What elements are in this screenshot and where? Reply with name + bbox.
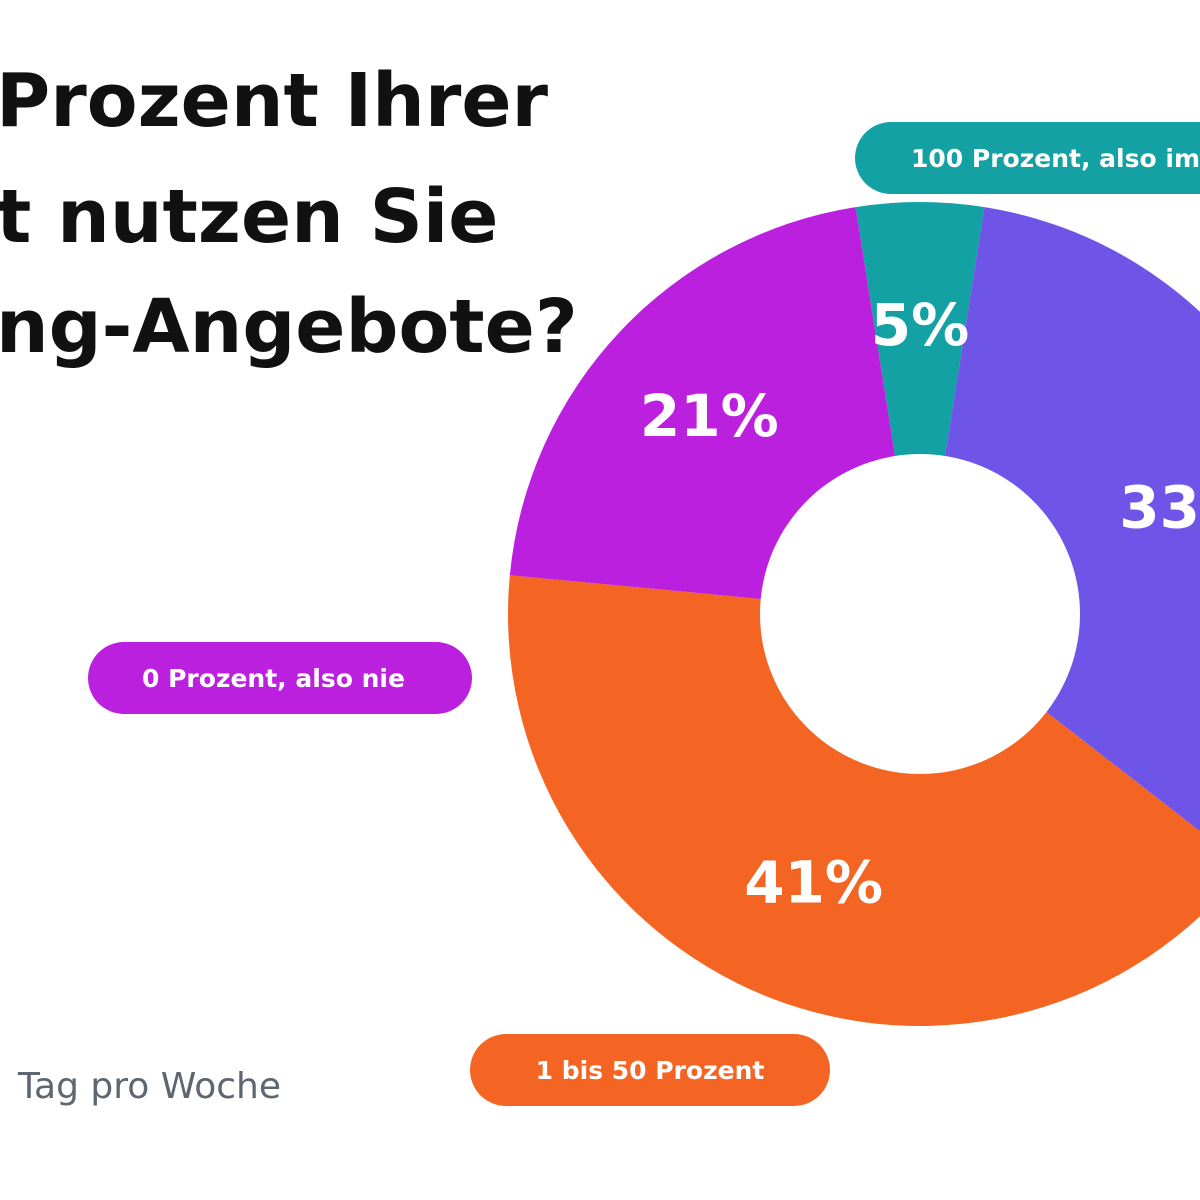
donut-slice-2 [508, 575, 1200, 1026]
legend-pill-nie: 0 Prozent, also nie [88, 642, 472, 714]
donut-slice-0 [855, 202, 985, 456]
title-line-2: t nutzen Sie [0, 174, 499, 260]
subtitle: Tag pro Woche [18, 1066, 281, 1107]
legend-pill-1-bis-50: 1 bis 50 Prozent [470, 1034, 830, 1106]
donut-slice-3 [509, 207, 895, 599]
donut-slices [508, 202, 1200, 1026]
legend-pill-immer: 100 Prozent, also imm [855, 122, 1200, 194]
slice-label-0: 5% [871, 291, 969, 359]
title-line-3: ng-Angebote? [0, 284, 578, 370]
legend-pill-label: 0 Prozent, also nie [142, 663, 405, 693]
legend-pill-label: 100 Prozent, also imm [911, 143, 1200, 173]
donut-slice-1 [945, 207, 1200, 832]
legend-pill-label: 1 bis 50 Prozent [535, 1055, 765, 1085]
slice-label-3: 21% [640, 382, 779, 450]
slice-label-2: 41% [744, 849, 883, 917]
donut-slice-labels: 5% 33% 41% 21% [640, 291, 1200, 917]
slice-label-1: 33% [1119, 474, 1200, 542]
title-line-1: Prozent Ihrer [0, 58, 549, 144]
